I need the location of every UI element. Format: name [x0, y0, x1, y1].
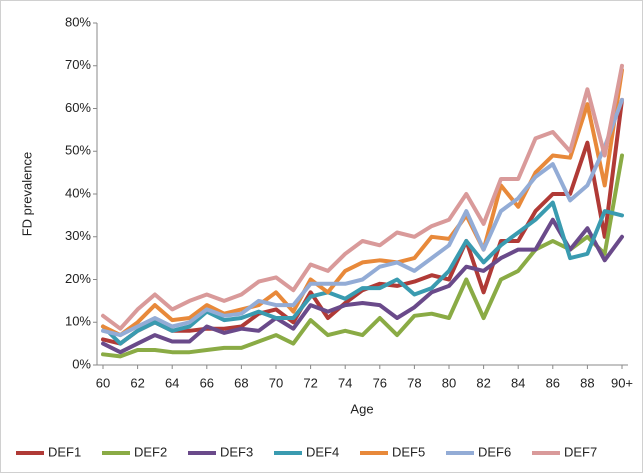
x-tick-label: 62	[130, 375, 144, 390]
x-tick-label: 80	[442, 375, 456, 390]
legend-label: DEF1	[48, 444, 81, 459]
legend-label: DEF5	[392, 444, 425, 459]
y-tick-label: 70%	[65, 57, 91, 72]
legend-label: DEF4	[306, 444, 339, 459]
legend-label: DEF2	[134, 444, 167, 459]
x-tick-label: 70	[269, 375, 283, 390]
y-tick-label: 10%	[65, 314, 91, 329]
y-tick-label: 30%	[65, 228, 91, 243]
x-axis-title: Age	[350, 401, 373, 416]
x-tick-label: 66	[200, 375, 214, 390]
x-tick-label: 86	[546, 375, 560, 390]
y-tick-label: 20%	[65, 271, 91, 286]
series-line	[101, 68, 624, 338]
x-tick-label: 90+	[611, 375, 633, 390]
series-line	[101, 97, 624, 338]
series-line	[101, 63, 624, 331]
y-axis-title: FD prevalence	[19, 152, 34, 237]
legend-label: DEF7	[564, 444, 597, 459]
legend-label: DEF3	[220, 444, 253, 459]
x-tick-label: 60	[96, 375, 110, 390]
legend-label: DEF6	[478, 444, 511, 459]
y-tick-label: 80%	[65, 14, 91, 29]
x-tick-label: 88	[580, 375, 594, 390]
y-tick-label: 60%	[65, 100, 91, 115]
series-line	[101, 200, 624, 346]
x-tick-label: 68	[234, 375, 248, 390]
x-tick-label: 74	[338, 375, 352, 390]
x-tick-label: 84	[511, 375, 525, 390]
x-tick-label: 64	[165, 375, 179, 390]
x-tick-label: 72	[303, 375, 317, 390]
y-tick-label: 0%	[72, 356, 91, 371]
series-line	[101, 217, 624, 355]
x-tick-label: 78	[407, 375, 421, 390]
y-tick-label: 40%	[65, 185, 91, 200]
x-tick-label: 82	[476, 375, 490, 390]
y-tick-label: 50%	[65, 143, 91, 158]
x-tick-label: 76	[373, 375, 387, 390]
